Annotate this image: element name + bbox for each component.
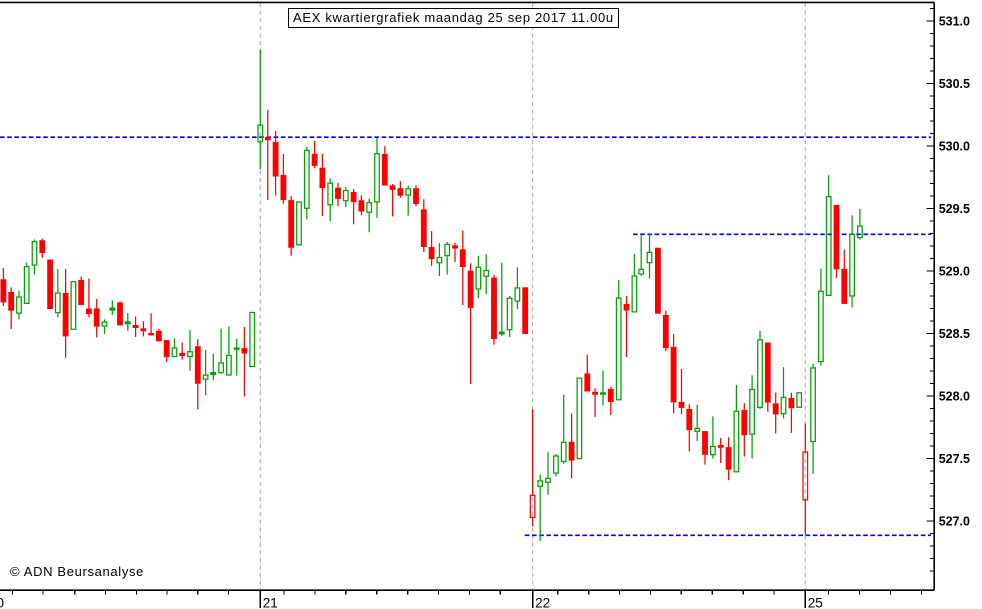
svg-text:20: 20 <box>0 596 4 610</box>
svg-text:528.0: 528.0 <box>939 390 970 404</box>
svg-text:528.5: 528.5 <box>939 327 970 341</box>
svg-text:529.5: 529.5 <box>939 202 970 216</box>
svg-text:527.0: 527.0 <box>939 515 970 529</box>
svg-text:530.5: 530.5 <box>939 77 970 91</box>
svg-text:527.5: 527.5 <box>939 452 970 466</box>
svg-text:25: 25 <box>808 596 823 610</box>
svg-text:22: 22 <box>535 596 550 610</box>
svg-text:21: 21 <box>263 596 278 610</box>
svg-text:530.0: 530.0 <box>939 140 970 154</box>
svg-text:531.0: 531.0 <box>939 15 970 29</box>
svg-text:529.0: 529.0 <box>939 265 970 279</box>
